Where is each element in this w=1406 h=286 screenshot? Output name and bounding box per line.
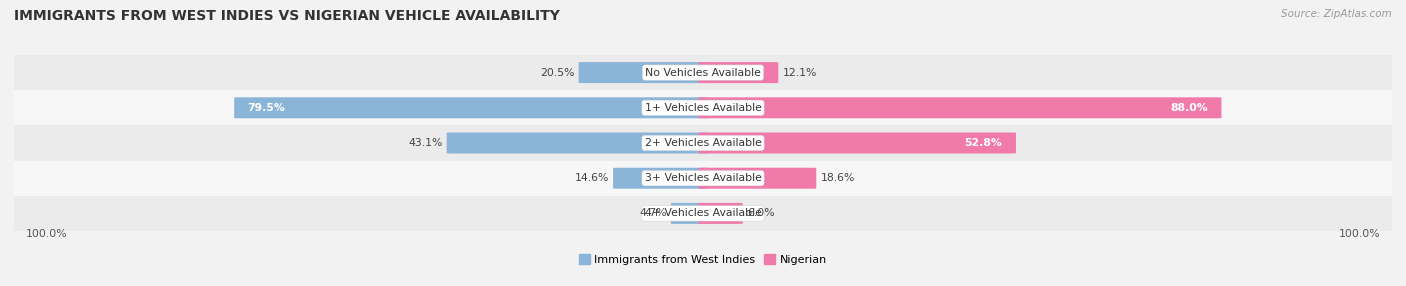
Bar — [14, 161, 1392, 196]
Text: 3+ Vehicles Available: 3+ Vehicles Available — [644, 173, 762, 183]
Text: 88.0%: 88.0% — [1170, 103, 1208, 113]
Text: 4.7%: 4.7% — [640, 208, 666, 219]
Text: 2+ Vehicles Available: 2+ Vehicles Available — [644, 138, 762, 148]
Text: 79.5%: 79.5% — [247, 103, 285, 113]
FancyBboxPatch shape — [579, 62, 707, 83]
Text: IMMIGRANTS FROM WEST INDIES VS NIGERIAN VEHICLE AVAILABILITY: IMMIGRANTS FROM WEST INDIES VS NIGERIAN … — [14, 9, 560, 23]
Text: 43.1%: 43.1% — [408, 138, 443, 148]
Text: 52.8%: 52.8% — [965, 138, 1002, 148]
FancyBboxPatch shape — [671, 203, 707, 224]
Text: 1+ Vehicles Available: 1+ Vehicles Available — [644, 103, 762, 113]
Text: 20.5%: 20.5% — [540, 67, 575, 78]
Text: 4+ Vehicles Available: 4+ Vehicles Available — [644, 208, 762, 219]
Text: 100.0%: 100.0% — [25, 229, 67, 239]
FancyBboxPatch shape — [613, 168, 707, 189]
FancyBboxPatch shape — [699, 203, 742, 224]
Bar — [14, 55, 1392, 90]
Text: 100.0%: 100.0% — [1339, 229, 1381, 239]
Text: 12.1%: 12.1% — [782, 67, 817, 78]
Text: 18.6%: 18.6% — [820, 173, 855, 183]
Bar — [14, 90, 1392, 125]
FancyBboxPatch shape — [699, 97, 1222, 118]
Bar — [14, 125, 1392, 161]
Text: No Vehicles Available: No Vehicles Available — [645, 67, 761, 78]
Legend: Immigrants from West Indies, Nigerian: Immigrants from West Indies, Nigerian — [575, 250, 831, 269]
FancyBboxPatch shape — [235, 97, 707, 118]
FancyBboxPatch shape — [447, 132, 707, 154]
Text: Source: ZipAtlas.com: Source: ZipAtlas.com — [1281, 9, 1392, 19]
FancyBboxPatch shape — [699, 132, 1017, 154]
Bar — [14, 196, 1392, 231]
FancyBboxPatch shape — [699, 168, 817, 189]
Text: 14.6%: 14.6% — [575, 173, 609, 183]
Text: 6.0%: 6.0% — [747, 208, 775, 219]
FancyBboxPatch shape — [699, 62, 779, 83]
